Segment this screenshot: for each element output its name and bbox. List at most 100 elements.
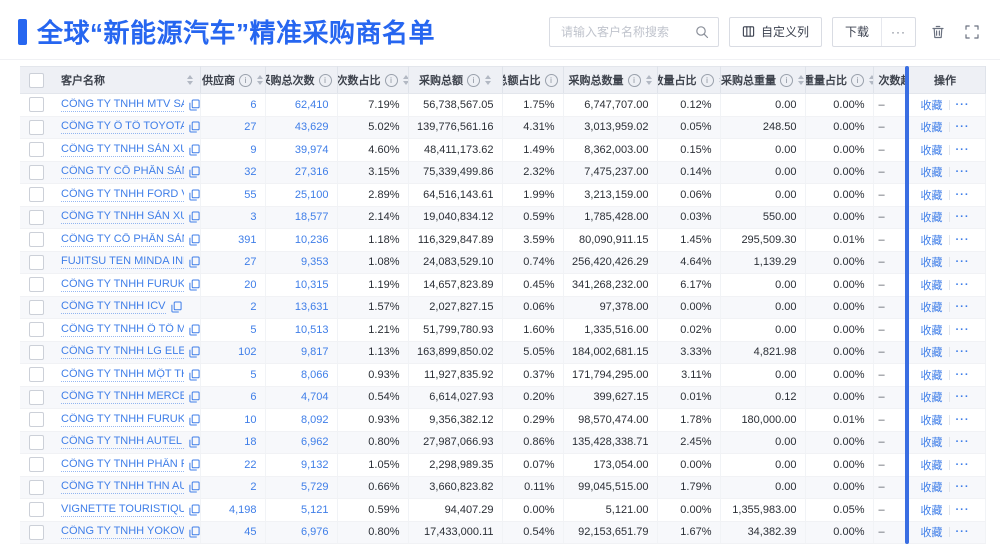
row-more-button[interactable]: ··· xyxy=(955,503,970,516)
row-checkbox[interactable] xyxy=(28,434,44,450)
favorite-button[interactable]: 收藏 xyxy=(920,527,943,540)
col-header-qty-pct[interactable]: 数量占比i xyxy=(657,66,721,94)
sort-icon[interactable] xyxy=(798,75,804,85)
customer-name-link[interactable]: CÔNG TY TNHH LG ELECTRON... xyxy=(61,345,184,360)
customer-name-link[interactable]: CÔNG TY TNHH SẢN XUẤT VÀ ... xyxy=(61,210,184,225)
row-checkbox[interactable] xyxy=(28,254,44,270)
row-checkbox[interactable] xyxy=(28,322,44,338)
row-checkbox[interactable] xyxy=(28,524,44,540)
favorite-button[interactable]: 收藏 xyxy=(920,99,943,112)
col-header-amount-pct[interactable]: 总额占比i xyxy=(502,66,564,94)
favorite-button[interactable]: 收藏 xyxy=(920,392,943,405)
favorite-button[interactable]: 收藏 xyxy=(920,257,943,270)
sort-icon[interactable] xyxy=(718,75,719,85)
row-checkbox[interactable] xyxy=(28,119,44,135)
favorite-button[interactable]: 收藏 xyxy=(920,279,943,292)
col-header-supplier[interactable]: 供应商 i xyxy=(200,66,266,94)
row-checkbox[interactable] xyxy=(28,389,44,405)
customer-name-link[interactable]: CÔNG TY TNHH AUTEL VIỆT N... xyxy=(61,435,184,450)
row-more-button[interactable]: ··· xyxy=(955,301,970,314)
col-header-customer-name[interactable]: 客户名称 xyxy=(52,66,201,94)
row-more-button[interactable]: ··· xyxy=(955,98,970,111)
copy-icon[interactable] xyxy=(188,324,199,336)
customer-name-link[interactable]: CÔNG TY TNHH MTV SẢN XUẤ... xyxy=(61,98,184,112)
info-icon[interactable]: i xyxy=(384,73,398,87)
customize-columns-button[interactable]: 自定义列 xyxy=(728,16,822,47)
customer-name-link[interactable]: VIGNETTE TOURISTIQUE G UNI... xyxy=(61,503,184,517)
customer-name-link[interactable]: CÔNG TY CỔ PHẦN SẢN XUẤT... xyxy=(61,165,184,180)
copy-icon[interactable] xyxy=(188,279,199,291)
favorite-button[interactable]: 收藏 xyxy=(920,414,943,427)
favorite-button[interactable]: 收藏 xyxy=(920,369,943,382)
customer-name-link[interactable]: CÔNG TY TNHH FURUKAWA A... xyxy=(61,278,184,292)
copy-icon[interactable] xyxy=(188,504,199,516)
favorite-button[interactable]: 收藏 xyxy=(920,459,943,472)
favorite-button[interactable]: 收藏 xyxy=(920,167,943,180)
copy-icon[interactable] xyxy=(188,436,199,448)
row-more-button[interactable]: ··· xyxy=(955,143,970,156)
col-header-count-pct[interactable]: 次数占比 i xyxy=(337,66,409,94)
copy-icon[interactable] xyxy=(188,369,199,381)
row-more-button[interactable]: ··· xyxy=(955,391,970,404)
col-header-total-amount[interactable]: 采购总额 i xyxy=(408,66,503,94)
copy-icon[interactable] xyxy=(188,459,199,471)
favorite-button[interactable]: 收藏 xyxy=(920,212,943,225)
row-more-button[interactable]: ··· xyxy=(955,188,970,201)
copy-icon[interactable] xyxy=(188,391,199,403)
customer-name-link[interactable]: CÔNG TY TNHH YOKOWO VIỆT... xyxy=(61,525,184,540)
favorite-button[interactable]: 收藏 xyxy=(920,234,943,247)
copy-icon[interactable] xyxy=(188,414,199,426)
customer-search-box[interactable] xyxy=(548,16,719,47)
row-more-button[interactable]: ··· xyxy=(955,436,970,449)
row-more-button[interactable]: ··· xyxy=(955,458,970,471)
customer-name-link[interactable]: CÔNG TY CỔ PHẦN SẢN XUẤT... xyxy=(61,232,184,247)
info-icon[interactable]: i xyxy=(627,73,641,87)
copy-icon[interactable] xyxy=(188,144,199,156)
row-checkbox[interactable] xyxy=(28,344,44,360)
customer-name-link[interactable]: FUJITSU TEN MINDA INDIA PVT... xyxy=(61,255,184,270)
customer-name-link[interactable]: CÔNG TY TNHH ICV xyxy=(61,300,166,315)
favorite-button[interactable]: 收藏 xyxy=(920,347,943,360)
info-icon[interactable]: i xyxy=(544,73,558,87)
sort-icon[interactable] xyxy=(186,75,193,85)
info-icon[interactable]: i xyxy=(780,73,793,87)
sort-icon[interactable] xyxy=(869,75,872,85)
row-checkbox[interactable] xyxy=(28,299,44,315)
row-checkbox[interactable] xyxy=(28,479,44,495)
row-more-button[interactable]: ··· xyxy=(955,526,970,539)
customer-name-link[interactable]: CÔNG TY TNHH MỘT THÀNH V... xyxy=(61,368,184,382)
row-checkbox[interactable] xyxy=(28,457,44,473)
row-more-button[interactable]: ··· xyxy=(955,166,970,179)
col-header-total-count[interactable]: 采购总次数 i xyxy=(265,66,338,94)
copy-icon[interactable] xyxy=(188,121,199,133)
row-more-button[interactable]: ··· xyxy=(955,413,970,426)
favorite-button[interactable]: 收藏 xyxy=(920,437,943,450)
info-icon[interactable]: i xyxy=(851,73,864,87)
row-checkbox[interactable] xyxy=(28,367,44,383)
row-more-button[interactable]: ··· xyxy=(955,121,970,134)
col-header-total-weight[interactable]: 采购总重量 i xyxy=(720,66,806,94)
col-header-count-trend[interactable]: 次数趋势 xyxy=(873,66,906,94)
row-more-button[interactable]: ··· xyxy=(955,278,970,291)
favorite-button[interactable]: 收藏 xyxy=(920,189,943,202)
search-input[interactable] xyxy=(558,23,689,40)
favorite-button[interactable]: 收藏 xyxy=(920,122,943,135)
row-checkbox[interactable] xyxy=(28,412,44,428)
copy-icon[interactable] xyxy=(188,166,199,178)
delete-button[interactable] xyxy=(926,20,950,44)
row-more-button[interactable]: ··· xyxy=(955,211,970,224)
row-more-button[interactable]: ··· xyxy=(955,368,970,381)
row-checkbox[interactable] xyxy=(28,142,44,158)
download-more-button[interactable]: ··· xyxy=(881,17,915,46)
fullscreen-button[interactable] xyxy=(960,20,984,44)
sort-icon[interactable] xyxy=(645,75,652,85)
row-checkbox[interactable] xyxy=(28,97,44,113)
customer-name-link[interactable]: CÔNG TY TNHH FURUKAWA A... xyxy=(61,413,184,427)
copy-icon[interactable] xyxy=(188,234,199,246)
info-icon[interactable]: i xyxy=(239,73,252,87)
copy-icon[interactable] xyxy=(188,481,199,493)
customer-name-link[interactable]: CÔNG TY TNHH Ô TÔ MITSUBI... xyxy=(61,323,184,337)
copy-icon[interactable] xyxy=(188,526,199,538)
customer-name-link[interactable]: CÔNG TY Ô TÔ TOYOTA VIỆT ... xyxy=(61,120,184,135)
sort-icon[interactable] xyxy=(257,75,263,85)
